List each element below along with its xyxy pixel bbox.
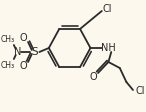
Text: S: S <box>31 47 38 57</box>
Text: Cl: Cl <box>136 86 145 96</box>
Text: O: O <box>89 72 97 82</box>
Text: CH₃: CH₃ <box>0 60 14 70</box>
Text: O: O <box>20 33 27 43</box>
Text: CH₃: CH₃ <box>0 34 14 43</box>
Text: N: N <box>14 47 21 57</box>
Text: O: O <box>20 61 27 71</box>
Text: Cl: Cl <box>103 4 112 14</box>
Text: NH: NH <box>101 43 116 53</box>
